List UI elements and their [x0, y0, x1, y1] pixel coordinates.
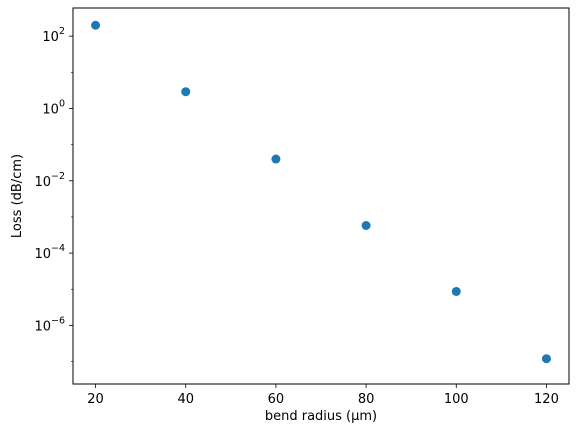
- y-tick-label-base: 10: [34, 319, 51, 334]
- y-tick-label-base: 10: [42, 30, 59, 45]
- data-point: [271, 154, 281, 164]
- y-tick-label: 10−6: [34, 315, 65, 334]
- x-tick-label: 20: [87, 392, 104, 407]
- y-tick-label: 10−4: [34, 243, 65, 262]
- y-tick-label-exponent: −4: [51, 243, 65, 254]
- data-point: [361, 220, 371, 230]
- x-tick-label: 120: [534, 392, 559, 407]
- y-tick-label-exponent: −6: [51, 315, 65, 326]
- x-tick-label: 60: [268, 392, 285, 407]
- y-tick-label: 10−2: [34, 171, 65, 190]
- y-tick-label-exponent: −2: [51, 171, 65, 182]
- x-tick-label: 100: [444, 392, 469, 407]
- data-point: [181, 87, 191, 97]
- x-tick-label: 80: [358, 392, 375, 407]
- axes-frame: [72, 7, 570, 385]
- y-tick-label-exponent: 2: [59, 26, 65, 37]
- x-axis: 20 40 60 80 100 120: [87, 384, 559, 407]
- x-tick-label: 40: [177, 392, 194, 407]
- y-axis-label: Loss (dB/cm): [10, 154, 25, 238]
- plot-area: [91, 20, 551, 364]
- y-tick-label: 100: [42, 98, 65, 117]
- y-tick-label-base: 10: [42, 102, 59, 117]
- data-point: [91, 20, 101, 30]
- x-axis-label: bend radius (μm): [265, 409, 377, 424]
- data-point: [541, 354, 551, 364]
- y-tick-label-base: 10: [34, 175, 51, 190]
- y-tick-label: 102: [42, 26, 65, 45]
- y-tick-label-exponent: 0: [59, 98, 65, 109]
- data-point: [451, 286, 461, 296]
- y-tick-label-base: 10: [34, 247, 51, 262]
